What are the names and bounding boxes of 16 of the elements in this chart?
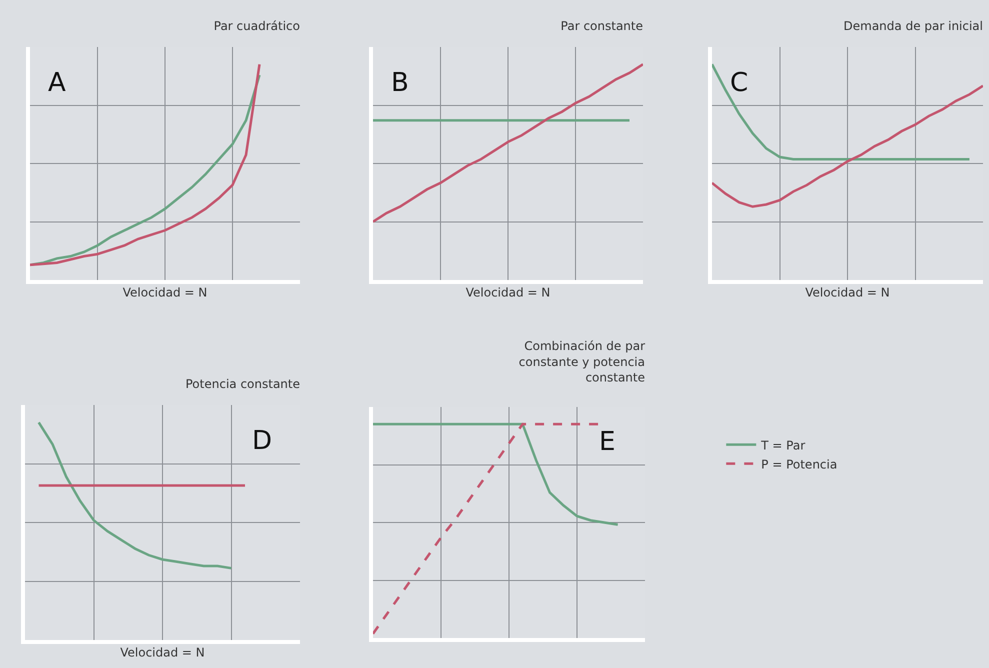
chart-title: Par constante [560,18,643,33]
chart-title: Par cuadrático [214,18,300,33]
x-axis-title: Velocidad = N [466,285,550,300]
x-axis-title: Velocidad = N [805,285,890,300]
chart-title: Demanda de par inicial [844,18,983,33]
annotation: A [48,68,66,98]
annotation: E [599,427,616,457]
x-axis-title: Velocidad = N [120,645,205,660]
annotation: B [391,68,409,98]
legend-label: T = Par [760,438,806,452]
legend-label: P = Potencia [761,457,838,472]
annotation: D [252,426,272,456]
chart-title: Potencia constante [186,376,300,391]
annotation: C [730,68,748,98]
x-axis-title: Velocidad = N [122,285,208,300]
chart-title: Combinación de par constante y potencia constante [518,339,646,384]
